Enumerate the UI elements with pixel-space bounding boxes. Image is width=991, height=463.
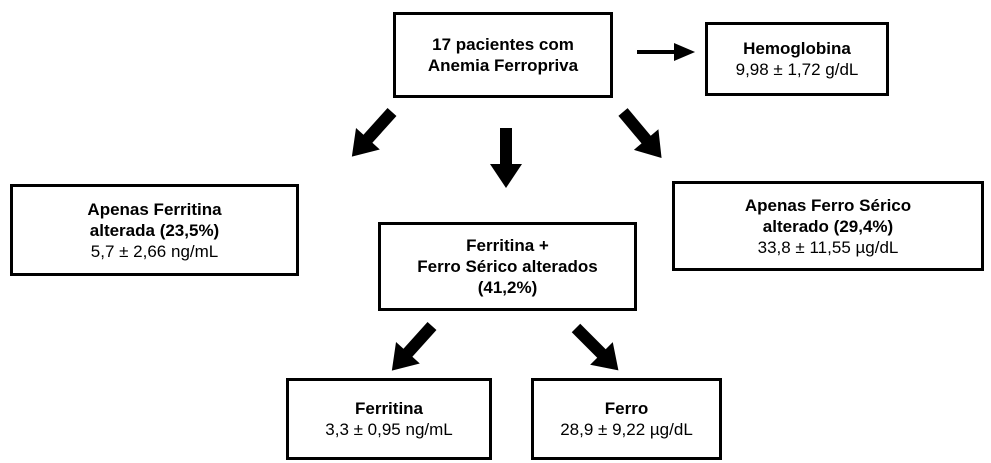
arrow: [490, 128, 522, 188]
node-detail: 33,8 ± 11,55 µg/dL: [757, 237, 899, 257]
node-detail: 3,3 ± 0,95 ng/mL: [325, 420, 453, 439]
arrow: [339, 101, 404, 168]
arrow: [637, 42, 696, 62]
node-detail: 5,7 ± 2,66 ng/mL: [90, 241, 219, 261]
node: Ferritina + Ferro Sérico alterados (41,2…: [378, 222, 637, 311]
node-title: Apenas Ferritina: [87, 199, 222, 219]
arrow: [610, 101, 674, 169]
node-title: Ferritina +: [466, 236, 549, 255]
node: Apenas Ferro Sérico alterado (29,4%) 33,…: [672, 181, 984, 271]
node-title: Ferro: [604, 399, 649, 418]
node-title: 17 pacientes com: [432, 35, 574, 54]
node-title: Ferro Sérico alterados: [417, 257, 598, 276]
node-title: (41,2%): [477, 278, 538, 297]
node-title: alterado (29,4%): [762, 216, 894, 236]
node: Apenas Ferritina alterada (23,5%) 5,7 ± …: [10, 184, 299, 276]
node: Hemoglobina 9,98 ± 1,72 g/dL: [705, 22, 889, 96]
node-title: Hemoglobina: [743, 39, 851, 58]
node: Ferritina 3,3 ± 0,95 ng/mL: [286, 378, 492, 460]
node: 17 pacientes com Anemia Ferropriva: [393, 12, 613, 98]
node-title: alterada (23,5%): [89, 220, 220, 240]
node-detail: 28,9 ± 9,22 µg/dL: [560, 420, 693, 439]
arrow: [564, 316, 630, 382]
node: Ferro 28,9 ± 9,22 µg/dL: [531, 378, 722, 460]
arrow: [379, 315, 444, 382]
node-title: Ferritina: [354, 399, 424, 418]
node-detail: 9,98 ± 1,72 g/dL: [735, 60, 859, 79]
node-title: Apenas Ferro Sérico: [744, 195, 912, 215]
node-title: Anemia Ferropriva: [427, 56, 579, 75]
